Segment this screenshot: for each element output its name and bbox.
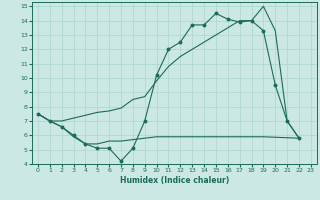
X-axis label: Humidex (Indice chaleur): Humidex (Indice chaleur): [120, 176, 229, 185]
